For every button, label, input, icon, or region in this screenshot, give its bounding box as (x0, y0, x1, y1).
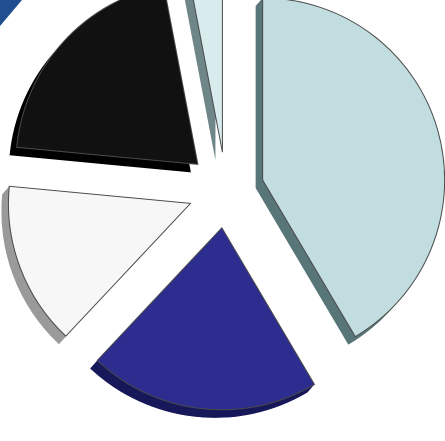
slice-tops (8, 0, 445, 411)
pie-slice (192, 0, 223, 153)
pie-slice (262, 0, 445, 338)
pie-slice (96, 226, 316, 411)
corner-accent (0, 0, 22, 26)
pie-slice-edge (90, 360, 315, 418)
pie-slice-edge (1, 186, 66, 345)
pie-slice (8, 185, 192, 337)
pie-slice (16, 0, 199, 165)
